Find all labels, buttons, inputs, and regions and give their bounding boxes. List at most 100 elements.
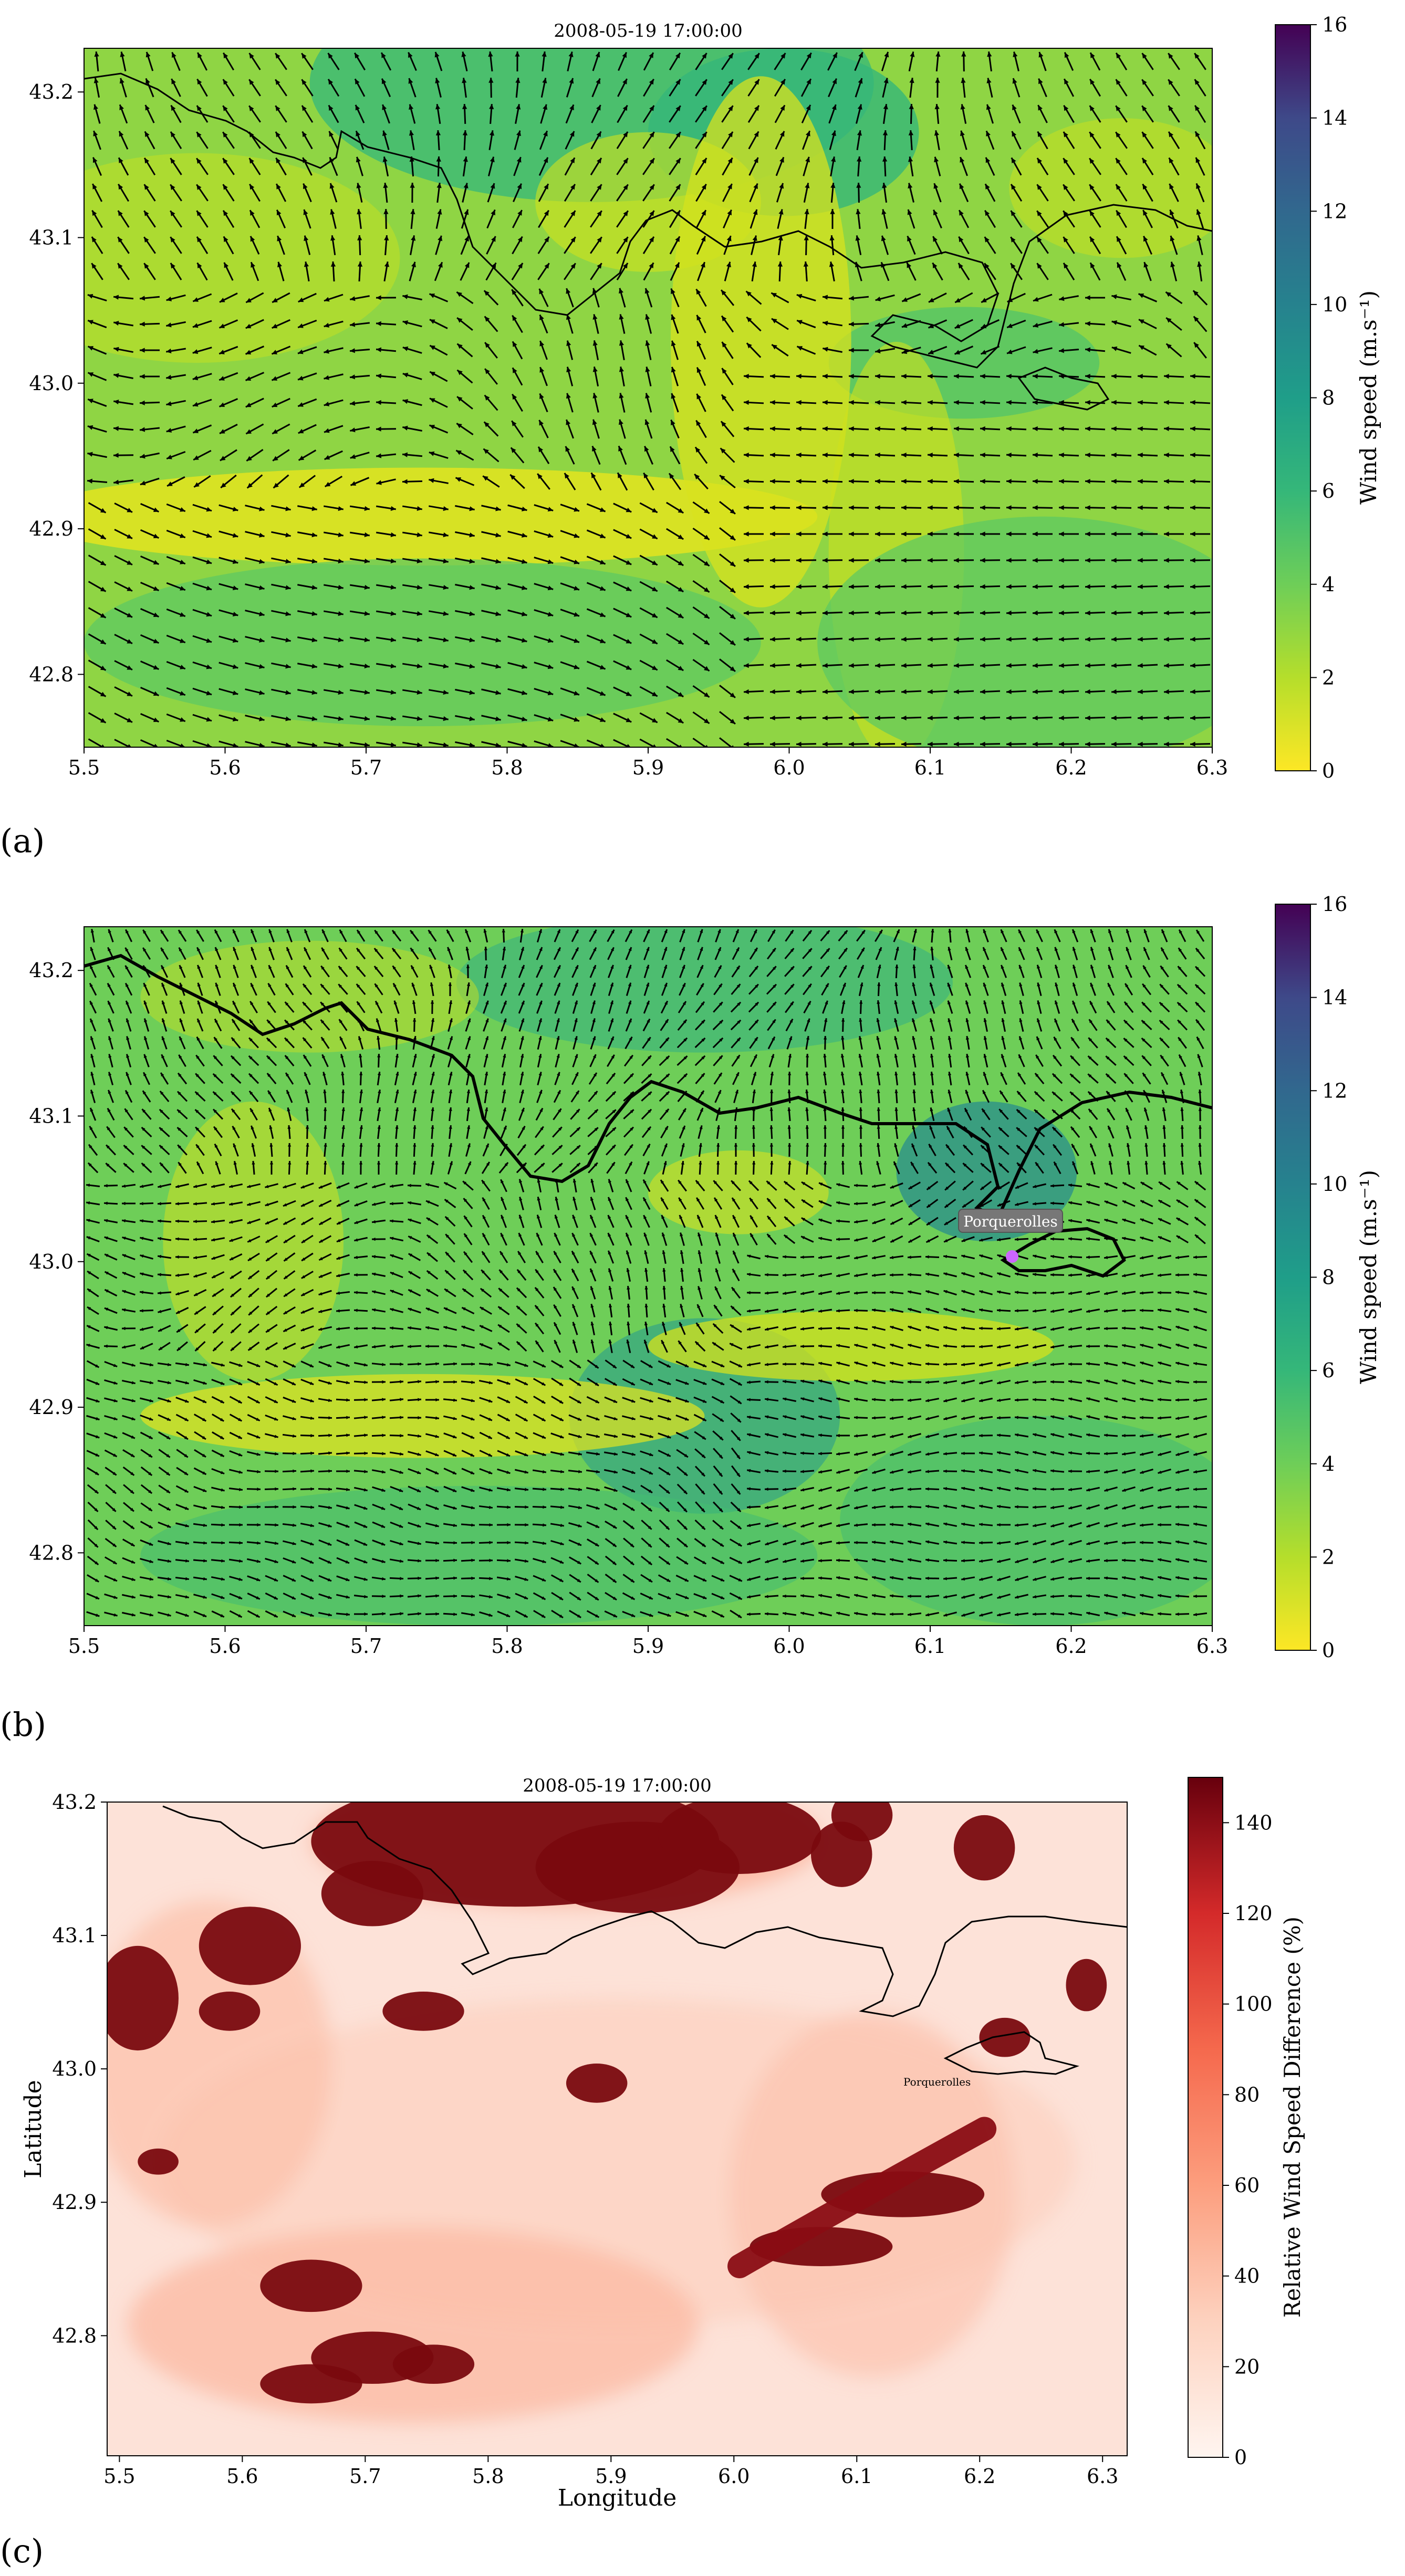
- wind-vector-head: [498, 1288, 503, 1292]
- wind-vector-head: [644, 419, 650, 425]
- wind-vector-head: [195, 1109, 199, 1113]
- wind-vector-head: [770, 1072, 774, 1076]
- wind-vector-head: [1106, 1038, 1110, 1042]
- wind-vector-head: [1038, 78, 1043, 85]
- wind-vector-head: [715, 1268, 719, 1272]
- wind-vector-head: [770, 610, 775, 616]
- wind-vector-head: [467, 1000, 471, 1004]
- wind-vector-head: [495, 690, 501, 695]
- wind-vector-head: [512, 341, 517, 347]
- wind-vector-head: [396, 1090, 399, 1094]
- wind-vector-head: [247, 1185, 251, 1188]
- wind-vector-head: [1193, 316, 1199, 322]
- wind-vector-head: [630, 1092, 634, 1095]
- wind-vector-head: [1122, 1274, 1126, 1277]
- wind-vector-head: [649, 53, 653, 58]
- wind-vector-head: [196, 105, 202, 111]
- wind-vector-head: [338, 984, 342, 988]
- wind-vector-head: [1169, 158, 1174, 164]
- wind-vector-head: [350, 454, 356, 459]
- wind-vector-head: [153, 560, 159, 565]
- wind-vector-head: [485, 1054, 488, 1058]
- wind-vector-head: [901, 610, 907, 616]
- wind-vector-head: [90, 1036, 94, 1040]
- wind-vector-head: [444, 1199, 449, 1203]
- wind-vector-head: [954, 741, 959, 747]
- wind-vector-head: [381, 78, 387, 85]
- wind-vector-head: [784, 1235, 788, 1239]
- wind-vector-head: [947, 1107, 951, 1112]
- wind-vector-head: [124, 1127, 128, 1131]
- wind-vector-head: [881, 235, 886, 242]
- wind-vector-head: [500, 1251, 504, 1255]
- wind-vector-head: [722, 316, 727, 321]
- wind-vector-head: [1198, 1107, 1202, 1111]
- wind-vector-head: [849, 505, 854, 510]
- wind-vector-head: [699, 1125, 703, 1129]
- wind-vector-head: [543, 104, 548, 110]
- wind-vector-head: [765, 1254, 769, 1259]
- wind-vector-head: [429, 451, 435, 456]
- wind-vector-head: [790, 948, 794, 952]
- wind-vector-head: [985, 184, 990, 190]
- wind-vector-head: [962, 1204, 966, 1208]
- wind-vector-head: [1006, 584, 1012, 589]
- wind-vector-head: [395, 1054, 399, 1058]
- wind-vector-head: [908, 1186, 912, 1189]
- wind-vector-head: [392, 948, 396, 952]
- wind-vector-head: [752, 1090, 756, 1094]
- wind-vector-head: [1196, 1036, 1200, 1041]
- wind-vector-head: [823, 1107, 827, 1111]
- wind-vector-head: [652, 744, 657, 747]
- wind-vector-head: [374, 983, 378, 988]
- wind-vector-head: [324, 349, 329, 354]
- wind-vector-head: [626, 560, 632, 565]
- wind-vector-head: [1175, 1255, 1180, 1259]
- wind-vector-head: [158, 1202, 161, 1206]
- wind-vector-head: [249, 158, 254, 164]
- wind-vector-head: [841, 1161, 845, 1165]
- wind-vector-head: [623, 211, 628, 216]
- wind-vector-head: [649, 263, 654, 269]
- wind-vector-head: [716, 1161, 720, 1165]
- wind-vector-head: [101, 744, 105, 747]
- wind-vector-head: [412, 1000, 416, 1004]
- field-blob: [648, 1311, 1055, 1381]
- wind-vector-head: [330, 235, 336, 241]
- wind-vector-head: [744, 689, 749, 695]
- wind-vector-head: [944, 1239, 948, 1242]
- wind-vector-head: [652, 665, 658, 671]
- wind-vector-head: [1073, 947, 1076, 951]
- wind-vector-head: [983, 1072, 986, 1076]
- wind-vector-head: [841, 1143, 845, 1147]
- wind-vector-head: [770, 584, 775, 589]
- wind-vector-head: [539, 1090, 543, 1094]
- wind-vector-head: [626, 744, 631, 747]
- wind-vector-head: [718, 965, 722, 969]
- wind-vector-head: [705, 745, 708, 747]
- wind-vector-head: [229, 1202, 233, 1206]
- wind-vector-head: [824, 1161, 827, 1165]
- wind-vector-head: [466, 1107, 470, 1111]
- wind-vector-head: [683, 1038, 688, 1042]
- wind-vector-head: [858, 78, 863, 84]
- wind-vector-head: [495, 742, 501, 747]
- wind-vector-head: [376, 1018, 380, 1022]
- wind-vector-head: [715, 1232, 719, 1237]
- wind-vector-head: [875, 322, 881, 328]
- wind-vector-head: [233, 1001, 236, 1005]
- wind-vector-head: [1059, 741, 1064, 747]
- wind-vector-head: [175, 1219, 179, 1223]
- wind-vector-head: [986, 104, 991, 110]
- wind-vector-head: [197, 1018, 201, 1023]
- wind-vector-head: [336, 1239, 341, 1242]
- wind-vector-head: [193, 1255, 197, 1260]
- wind-vector-head: [1006, 636, 1012, 642]
- wind-vector-head: [928, 663, 933, 668]
- wind-vector-head: [180, 665, 185, 669]
- wind-vector-head: [928, 323, 934, 328]
- wind-vector-head: [108, 947, 111, 951]
- wind-vector-head: [268, 947, 272, 951]
- wind-vector-head: [664, 1126, 668, 1130]
- wind-vector-head: [1006, 505, 1012, 510]
